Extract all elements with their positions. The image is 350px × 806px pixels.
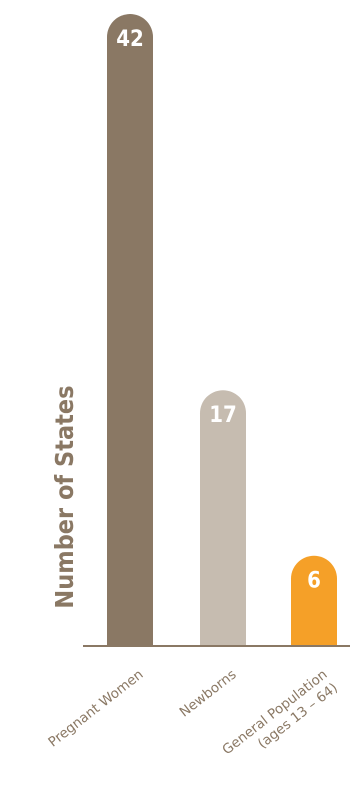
category-label-newborns: Newborns: [177, 667, 240, 721]
value-label-general-population: 6: [307, 569, 321, 594]
category-label-pregnant-women: Pregnant Women: [45, 667, 146, 751]
bar-pregnant-women: [107, 14, 153, 646]
value-label-pregnant-women: 42: [116, 27, 144, 52]
bar-general-population: [291, 555, 337, 646]
value-label-newborns: 17: [209, 403, 237, 428]
value-labels-group: 42 17 6: [116, 27, 321, 594]
bars-group: [107, 14, 337, 646]
category-label-general-population: General Population(ages 13 – 64): [219, 667, 341, 772]
y-axis-label: Number of States: [50, 385, 79, 608]
category-label-line: Newborns: [177, 667, 240, 721]
category-label-line: Pregnant Women: [45, 667, 146, 751]
bar-newborns: [200, 390, 246, 646]
